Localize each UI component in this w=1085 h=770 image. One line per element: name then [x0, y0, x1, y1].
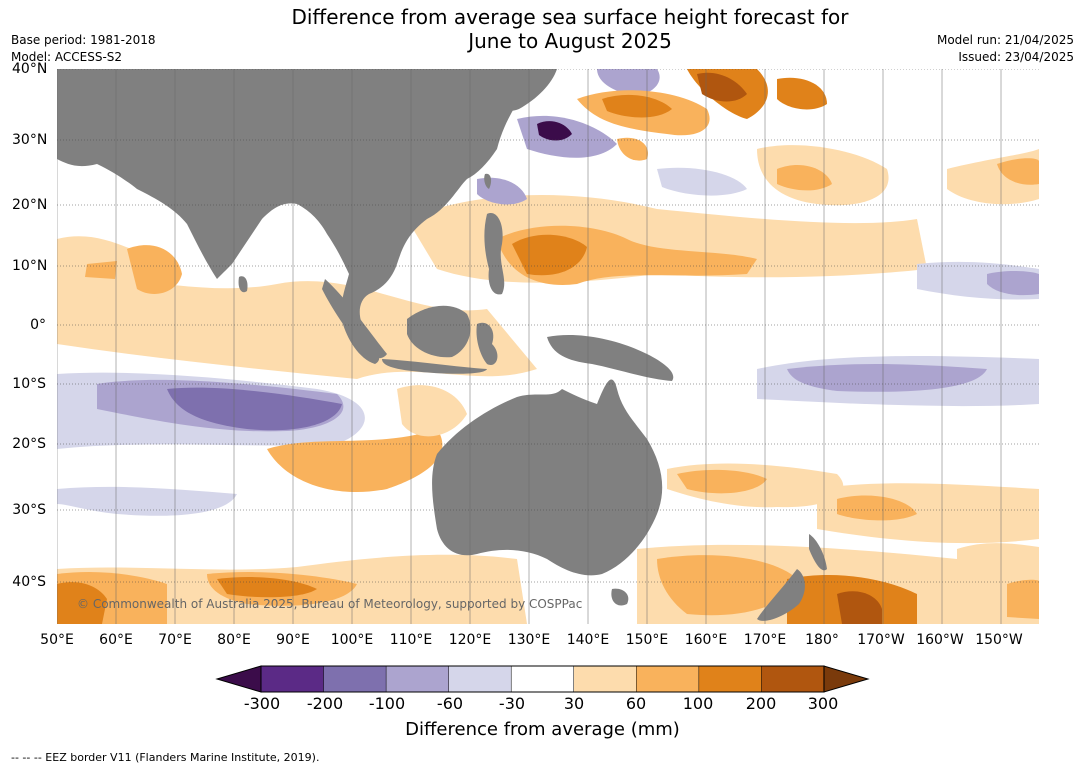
colorbar-label: Difference from average (mm): [405, 719, 680, 740]
model-name: Model: ACCESS-S2: [11, 50, 123, 64]
lon-label-60e: 60°E: [99, 632, 133, 648]
meta-left: Base period: 1981-2018 Model: ACCESS-S2: [11, 32, 156, 66]
lat-label-30n: 30°N: [12, 132, 48, 148]
lon-label-150e: 150°E: [625, 632, 669, 648]
lat-label-20s: 20°S: [12, 436, 46, 452]
colorbar-tick: 60: [625, 694, 647, 713]
lon-label-70e: 70°E: [158, 632, 192, 648]
lat-label-10s: 10°S: [12, 376, 46, 392]
copyright-notice: © Commonwealth of Australia 2025, Bureau…: [77, 597, 583, 611]
land-masses: [57, 69, 827, 621]
sea-surface-height-map: [57, 69, 1039, 624]
title-line-1: Difference from average sea surface heig…: [291, 5, 849, 29]
colorbar-cell: [510, 665, 575, 693]
colorbar-tick: -200: [306, 694, 344, 713]
colorbar-cell: [761, 665, 825, 693]
lon-label-140e: 140°E: [566, 632, 610, 648]
lat-label-20n: 20°N: [12, 197, 48, 213]
lon-label-50e: 50°E: [40, 632, 74, 648]
colorbar-cell: [573, 665, 638, 693]
lon-label-180: 180°: [805, 632, 839, 648]
colorbar-tick: -100: [368, 694, 406, 713]
colorbar-tick: 200: [745, 694, 777, 713]
meta-right: Model run: 21/04/2025 Issued: 23/04/2025: [937, 32, 1074, 66]
colorbar-cell: [323, 665, 387, 693]
colorbar-cell: [448, 665, 512, 693]
colorbar-cell: [698, 665, 763, 693]
colorbar-tick: 30: [563, 694, 585, 713]
lon-label-170e: 170°E: [743, 632, 787, 648]
base-period: Base period: 1981-2018: [11, 33, 156, 47]
lon-label-120e: 120°E: [448, 632, 492, 648]
colorbar-tick: 300: [807, 694, 839, 713]
lat-label-10n: 10°N: [12, 258, 48, 274]
lon-label-100e: 100°E: [330, 632, 374, 648]
issued-date: Issued: 23/04/2025: [958, 50, 1074, 64]
title-line-2: June to August 2025: [468, 29, 672, 53]
lat-label-0: 0°: [30, 317, 46, 333]
eez-footnote: -- -- -- EEZ border V11 (Flanders Marine…: [11, 751, 320, 764]
colorbar-cells: [215, 665, 870, 693]
colorbar-extend-low: [215, 665, 262, 693]
colorbar: [215, 665, 870, 693]
lon-label-170w: 170°W: [857, 632, 905, 648]
colorbar-tick: -300: [243, 694, 281, 713]
colorbar-tick: -30: [498, 694, 526, 713]
lon-label-80e: 80°E: [217, 632, 251, 648]
colorbar-tick: 100: [682, 694, 714, 713]
colorbar-cell: [385, 665, 450, 693]
lon-label-130e: 130°E: [507, 632, 551, 648]
lon-label-160w: 160°W: [916, 632, 964, 648]
colorbar-cell: [260, 665, 325, 693]
lat-label-40s: 40°S: [12, 574, 46, 590]
lon-label-90e: 90°E: [276, 632, 310, 648]
lon-label-160e: 160°E: [684, 632, 728, 648]
lat-label-30s: 30°S: [12, 502, 46, 518]
map-title: Difference from average sea surface heig…: [0, 5, 1085, 53]
colorbar-extend-high: [823, 665, 870, 693]
lon-label-110e: 110°E: [389, 632, 433, 648]
lat-label-40n: 40°N: [12, 61, 48, 77]
colorbar-cell: [636, 665, 700, 693]
lon-label-150w: 150°W: [975, 632, 1023, 648]
colorbar-tick: -60: [436, 694, 464, 713]
model-run: Model run: 21/04/2025: [936, 33, 1074, 47]
meridians: [57, 69, 1002, 624]
